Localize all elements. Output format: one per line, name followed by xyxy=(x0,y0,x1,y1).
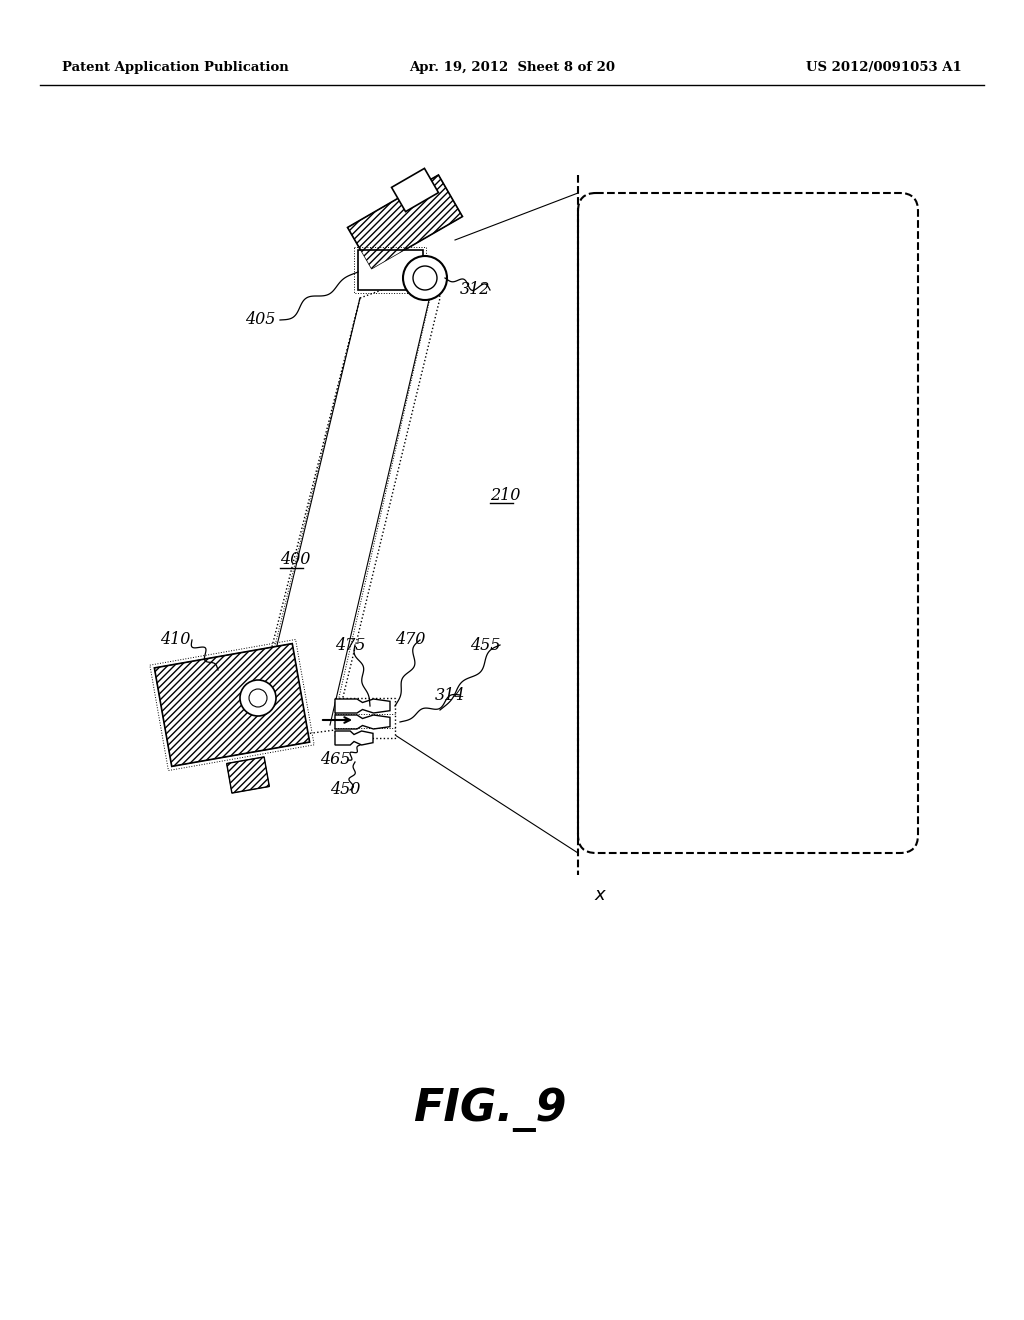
Text: 450: 450 xyxy=(330,781,360,799)
Circle shape xyxy=(413,267,437,290)
Text: 475: 475 xyxy=(335,636,366,653)
Text: 312: 312 xyxy=(460,281,490,298)
Circle shape xyxy=(403,256,447,300)
Bar xyxy=(155,644,309,767)
Polygon shape xyxy=(335,731,373,744)
Bar xyxy=(347,176,463,269)
Circle shape xyxy=(240,680,276,715)
Bar xyxy=(150,639,314,771)
Bar xyxy=(391,169,438,211)
Bar xyxy=(335,698,395,738)
Bar xyxy=(347,176,463,269)
Text: Patent Application Publication: Patent Application Publication xyxy=(62,62,289,74)
Text: US 2012/0091053 A1: US 2012/0091053 A1 xyxy=(806,62,962,74)
Text: 410: 410 xyxy=(160,631,190,648)
Bar xyxy=(357,249,423,290)
Text: 400: 400 xyxy=(280,552,310,569)
Bar xyxy=(354,247,426,293)
Text: 465: 465 xyxy=(319,751,350,768)
Bar xyxy=(226,756,269,793)
Polygon shape xyxy=(256,271,440,741)
Text: Apr. 19, 2012  Sheet 8 of 20: Apr. 19, 2012 Sheet 8 of 20 xyxy=(409,62,615,74)
Bar xyxy=(226,756,269,793)
Text: FIG._9: FIG._9 xyxy=(414,1088,566,1133)
Text: 455: 455 xyxy=(470,636,501,653)
Text: 210: 210 xyxy=(490,487,520,503)
Polygon shape xyxy=(335,715,390,729)
Text: 405: 405 xyxy=(245,312,275,329)
Polygon shape xyxy=(335,700,390,713)
Bar xyxy=(155,644,309,767)
Text: x: x xyxy=(595,886,605,904)
Text: 314: 314 xyxy=(435,686,465,704)
Circle shape xyxy=(249,689,267,708)
Text: 470: 470 xyxy=(395,631,425,648)
